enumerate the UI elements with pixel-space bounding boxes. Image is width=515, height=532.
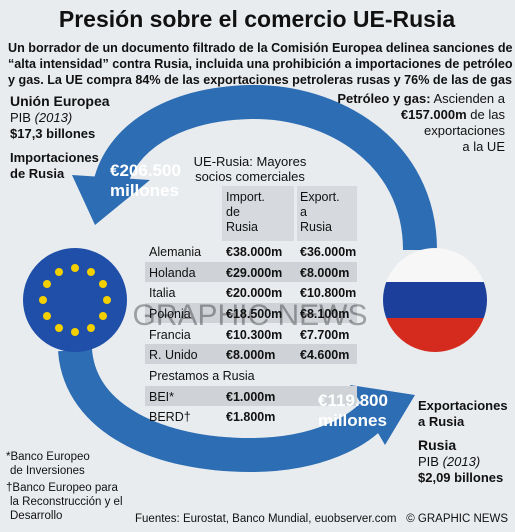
credit: © GRAPHIC NEWS (406, 513, 508, 525)
eu-name: Unión Europea (10, 93, 110, 109)
country: R. Unido (149, 348, 198, 362)
country: Holanda (149, 266, 196, 280)
eu-gdp-label: PIB (2013) (10, 110, 72, 125)
import-arrow (93, 84, 437, 251)
oil-note: a la UE (462, 139, 505, 154)
import-value: €38.000m (226, 245, 282, 259)
russia-gdp-label: PIB (2013) (418, 454, 480, 469)
export-value: €7.700m (300, 328, 349, 342)
footnote: *Banco Europeo (6, 451, 90, 463)
export-value: €36.000m (300, 245, 356, 259)
footnote: Desarrollo (10, 510, 62, 522)
exports-label: a Rusia (418, 414, 465, 429)
title: Presión sobre el comercio UE-Rusia (59, 6, 455, 32)
label: PIB (10, 110, 31, 125)
exports-value: €119.800 (318, 391, 388, 410)
eu-gdp: $17,3 billones (10, 126, 95, 141)
import-value: €29.000m (226, 266, 282, 280)
label: Petróleo y gas: (337, 91, 430, 106)
exports-value: millones (318, 411, 387, 430)
trade-table: UE-Rusia: Mayores socios comerciales Imp… (145, 154, 357, 424)
oil-note: Petróleo y gas: Ascienden a (337, 91, 505, 106)
table-title: UE-Rusia: Mayores (194, 154, 307, 169)
export-value: €4.600m (300, 348, 349, 362)
label: PIB (418, 454, 439, 469)
imports-label: de Rusia (10, 166, 65, 181)
intro-line: y gas. La UE compra 84% de las exportaci… (8, 73, 512, 87)
lender: BERD† (149, 410, 191, 424)
footnote: la Reconstrucción y el (10, 496, 123, 508)
row-shade (145, 386, 357, 406)
amount: €157.000m (401, 107, 467, 122)
header: Import. (226, 190, 265, 204)
intro-line: Un borrador de un documento filtrado de … (8, 41, 513, 55)
loan-value: €1.800m (226, 410, 275, 424)
country: Polonia (149, 307, 191, 321)
lender: BEI* (149, 390, 174, 404)
table-title: socios comerciales (195, 169, 305, 184)
import-value: €10.300m (226, 328, 282, 342)
text: Ascienden a (433, 91, 505, 106)
export-arrowhead (350, 385, 415, 445)
eu-stars (39, 264, 111, 336)
sources: Fuentes: Eurostat, Banco Mundial, euobse… (135, 513, 396, 525)
header: Rusia (226, 220, 258, 234)
oil-note: €157.000m de las (401, 107, 506, 122)
text: de las (470, 107, 505, 122)
export-arrow (58, 347, 389, 473)
country: Francia (149, 328, 191, 342)
header: de (226, 205, 240, 219)
intro-line: “alta intensidad” contra Rusia, incluida… (8, 57, 513, 71)
footnote: †Banco Europeo para (6, 482, 118, 494)
imports-label: Importaciones (10, 150, 99, 165)
russia-name: Rusia (418, 437, 456, 453)
export-value: €8.000m (300, 266, 349, 280)
header: Export. (300, 190, 340, 204)
year: (2013) (443, 454, 481, 469)
export-value: €10.800m (300, 286, 356, 300)
export-value: €8.100m (300, 307, 349, 321)
import-arrowhead (72, 175, 150, 225)
loans-title: Prestamos a Rusia (149, 369, 255, 383)
imports-value: millones (110, 181, 179, 200)
country: Italia (149, 286, 175, 300)
import-value: €18.500m (226, 307, 282, 321)
row-shade (145, 262, 357, 282)
eu-flag (23, 248, 127, 352)
row-shade (145, 344, 357, 364)
header-cell (297, 186, 357, 241)
header-cell (222, 186, 294, 241)
import-value: €8.000m (226, 348, 275, 362)
header: a (300, 205, 307, 219)
loan-value: €1.000m (226, 390, 275, 404)
year: (2013) (35, 110, 73, 125)
exports-label: Exportaciones (418, 398, 508, 413)
row-shade (145, 303, 357, 323)
import-value: €20.000m (226, 286, 282, 300)
imports-value: €206.500 (110, 161, 181, 180)
header: Rusia (300, 220, 332, 234)
watermark: GRAPHIC NEWS (132, 299, 367, 332)
country: Alemania (149, 245, 201, 259)
russia-gdp: $2,09 billones (418, 470, 503, 485)
footnote: de Inversiones (10, 465, 85, 477)
oil-note: exportaciones (424, 123, 505, 138)
